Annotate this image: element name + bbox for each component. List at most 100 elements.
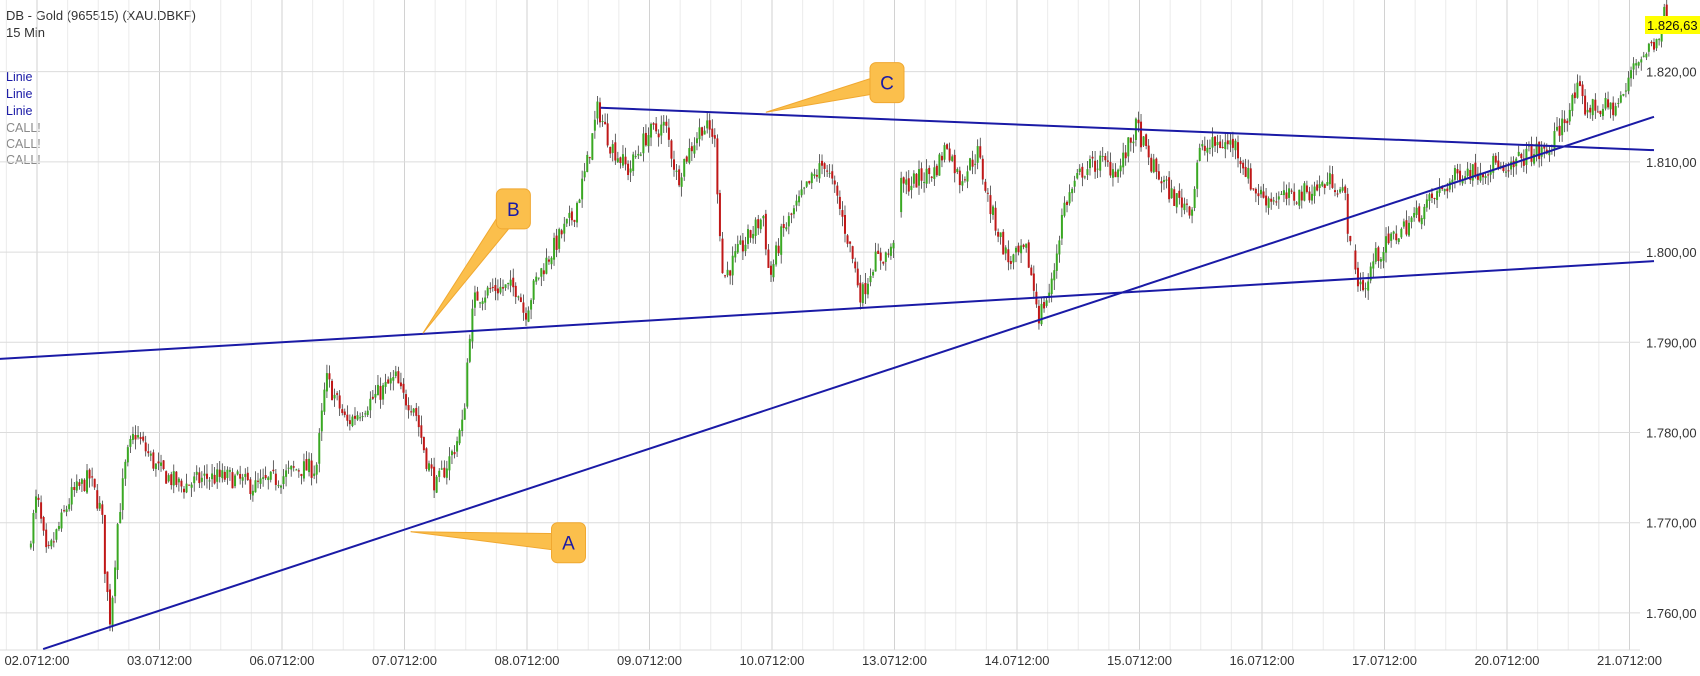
candle-down xyxy=(430,464,433,469)
legend-call-3[interactable]: CALL! xyxy=(6,153,41,167)
candle-down xyxy=(405,394,408,406)
candle-up xyxy=(818,163,821,179)
candle-down xyxy=(134,434,137,440)
candle-down xyxy=(833,180,836,185)
legend-call-2[interactable]: CALL! xyxy=(6,137,41,151)
candle-down xyxy=(103,514,106,574)
candle-down xyxy=(353,415,356,419)
trendline-b xyxy=(0,260,1655,360)
candle-up xyxy=(228,470,231,472)
candle-up xyxy=(938,154,941,176)
candle-down xyxy=(598,102,601,123)
candle-down xyxy=(1607,99,1610,108)
candle-down xyxy=(1295,202,1298,204)
candle-up xyxy=(1451,179,1454,183)
candle-down xyxy=(718,193,721,237)
candle-down xyxy=(849,241,852,244)
candle-down xyxy=(1106,160,1109,162)
candle-up xyxy=(596,101,599,119)
candle-down xyxy=(1589,107,1592,113)
y-tick-label: 1.760,00 xyxy=(1646,606,1697,621)
x-tick-label: 07.0712:00 xyxy=(372,653,437,668)
candle-down xyxy=(223,471,226,480)
candle-up xyxy=(1206,147,1209,153)
candle-down xyxy=(1081,166,1084,178)
candle-up xyxy=(234,475,237,487)
candle-up xyxy=(1448,181,1451,190)
candle-down xyxy=(88,469,91,479)
candle-up xyxy=(1658,39,1661,41)
candle-down xyxy=(815,174,818,177)
candle-down xyxy=(453,452,456,455)
candle-down xyxy=(1140,121,1143,148)
candle-up xyxy=(637,153,640,156)
candle-down xyxy=(1168,177,1171,200)
candle-down xyxy=(777,245,780,254)
candle-up xyxy=(1229,140,1232,145)
candle-down xyxy=(1650,41,1653,44)
candle-up xyxy=(905,179,908,185)
candle-up xyxy=(1400,228,1403,238)
candle-down xyxy=(494,285,497,291)
legend-linie-1[interactable]: Linie xyxy=(6,70,33,84)
candle-up xyxy=(1379,259,1382,262)
candle-up xyxy=(565,218,568,224)
candle-up xyxy=(504,284,507,288)
candle-up xyxy=(254,480,257,493)
x-tick-label: 16.0712:00 xyxy=(1229,653,1294,668)
candle-up xyxy=(55,529,58,540)
candle-up xyxy=(803,187,806,189)
candle-down xyxy=(1333,190,1336,193)
candle-down xyxy=(348,420,351,425)
candle-down xyxy=(1482,172,1485,178)
candle-up xyxy=(208,480,211,482)
candle-up xyxy=(762,216,765,219)
candle-down xyxy=(1252,188,1255,190)
candle-up xyxy=(195,471,198,475)
candle-down xyxy=(1037,305,1040,324)
candle-up xyxy=(458,430,461,444)
candle-up xyxy=(1413,212,1416,218)
candle-up xyxy=(537,277,540,279)
grid xyxy=(0,0,1640,651)
candle-down xyxy=(1242,162,1245,169)
candle-up xyxy=(706,120,709,129)
candle-up xyxy=(1525,148,1528,165)
candle-up xyxy=(1191,209,1194,216)
candle-up xyxy=(1073,180,1076,187)
candle-up xyxy=(98,502,101,509)
candle-up xyxy=(32,513,35,544)
legend-linie-2[interactable]: Linie xyxy=(6,87,33,101)
candle-up xyxy=(874,251,877,272)
candle-up xyxy=(190,484,193,488)
candle-down xyxy=(1239,160,1242,165)
candle-down xyxy=(91,476,94,478)
candle-up xyxy=(269,471,272,480)
legend-linie-3[interactable]: Linie xyxy=(6,104,33,118)
candle-down xyxy=(997,231,1000,237)
candle-down xyxy=(767,249,770,268)
candle-down xyxy=(1356,267,1359,287)
candle-up xyxy=(933,167,936,179)
candle-up xyxy=(530,300,533,310)
candle-up xyxy=(29,543,32,548)
candle-up xyxy=(1014,247,1017,253)
candle-up xyxy=(1635,63,1638,66)
legend-call-1[interactable]: CALL! xyxy=(6,121,41,135)
candle-down xyxy=(162,460,165,470)
candle-up xyxy=(1055,253,1058,271)
candle-up xyxy=(285,470,288,477)
candle-up xyxy=(1012,254,1015,263)
candle-down xyxy=(310,460,313,478)
candle-up xyxy=(1591,99,1594,116)
candle-down xyxy=(1507,170,1510,172)
candle-up xyxy=(440,468,443,470)
candle-up xyxy=(792,208,795,215)
candle-up xyxy=(1425,199,1428,208)
candle-up xyxy=(60,512,63,529)
candle-down xyxy=(45,529,48,548)
y-axis: 1.760,00 1.770,00 1.780,00 1.790,00 1.800,00… xyxy=(1646,65,1697,621)
candle-up xyxy=(568,212,571,218)
candle-up xyxy=(185,483,188,493)
